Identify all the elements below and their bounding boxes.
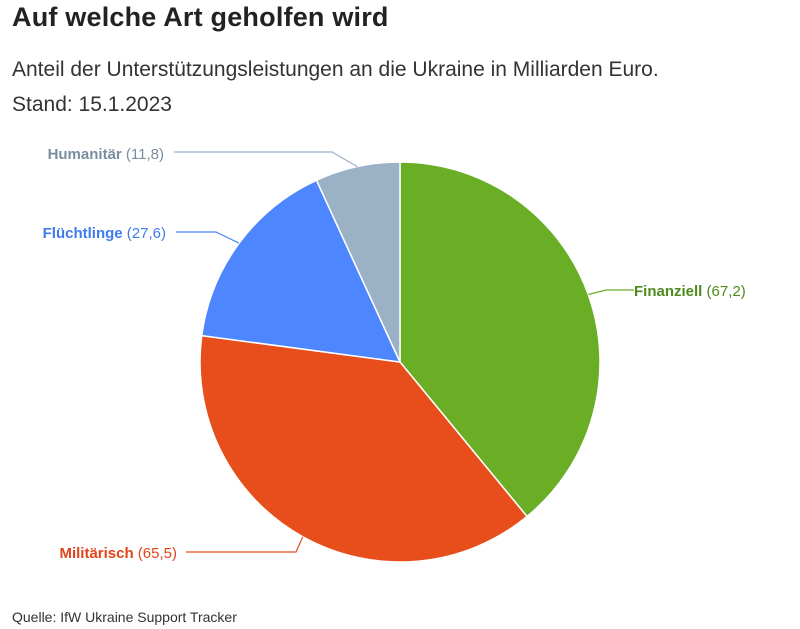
chart-title: Auf welche Art geholfen wird: [12, 2, 389, 32]
data-label-flüchtlinge: Flüchtlinge (27,6): [43, 225, 166, 242]
slice-name: Finanziell: [634, 283, 702, 300]
data-label-finanziell: Finanziell (67,2): [634, 283, 746, 300]
data-label-militärisch: Militärisch (65,5): [59, 545, 177, 562]
slice-name: Flüchtlinge: [43, 225, 123, 242]
leader-line-flüchtlinge: [176, 231, 240, 244]
slice-value: (11,8): [122, 146, 164, 163]
pie-slice-flüchtlinge: [200, 179, 402, 363]
subtitle-line-2: Stand: 15.1.2023: [12, 93, 172, 116]
slice-value: (27,6): [123, 225, 166, 242]
slice-value: (65,5): [134, 545, 177, 562]
slice-name: Humanitär: [48, 146, 122, 163]
data-label-humanitär: Humanitär (11,8): [48, 146, 164, 163]
leader-line-humanitär: [174, 151, 358, 168]
source-note: Quelle: IfW Ukraine Support Tracker: [12, 609, 237, 625]
leader-line-militärisch: [186, 536, 304, 553]
chart-subtitle: Anteil der Unterstützungsleistungen an d…: [12, 52, 792, 122]
leader-line-finanziell: [588, 289, 634, 296]
pie-slice-finanziell: [399, 161, 601, 518]
subtitle-line-1: Anteil der Unterstützungsleistungen an d…: [12, 58, 659, 81]
pie-slice-militärisch: [199, 334, 529, 563]
slice-value: (67,2): [702, 283, 745, 300]
slice-name: Militärisch: [59, 545, 133, 562]
